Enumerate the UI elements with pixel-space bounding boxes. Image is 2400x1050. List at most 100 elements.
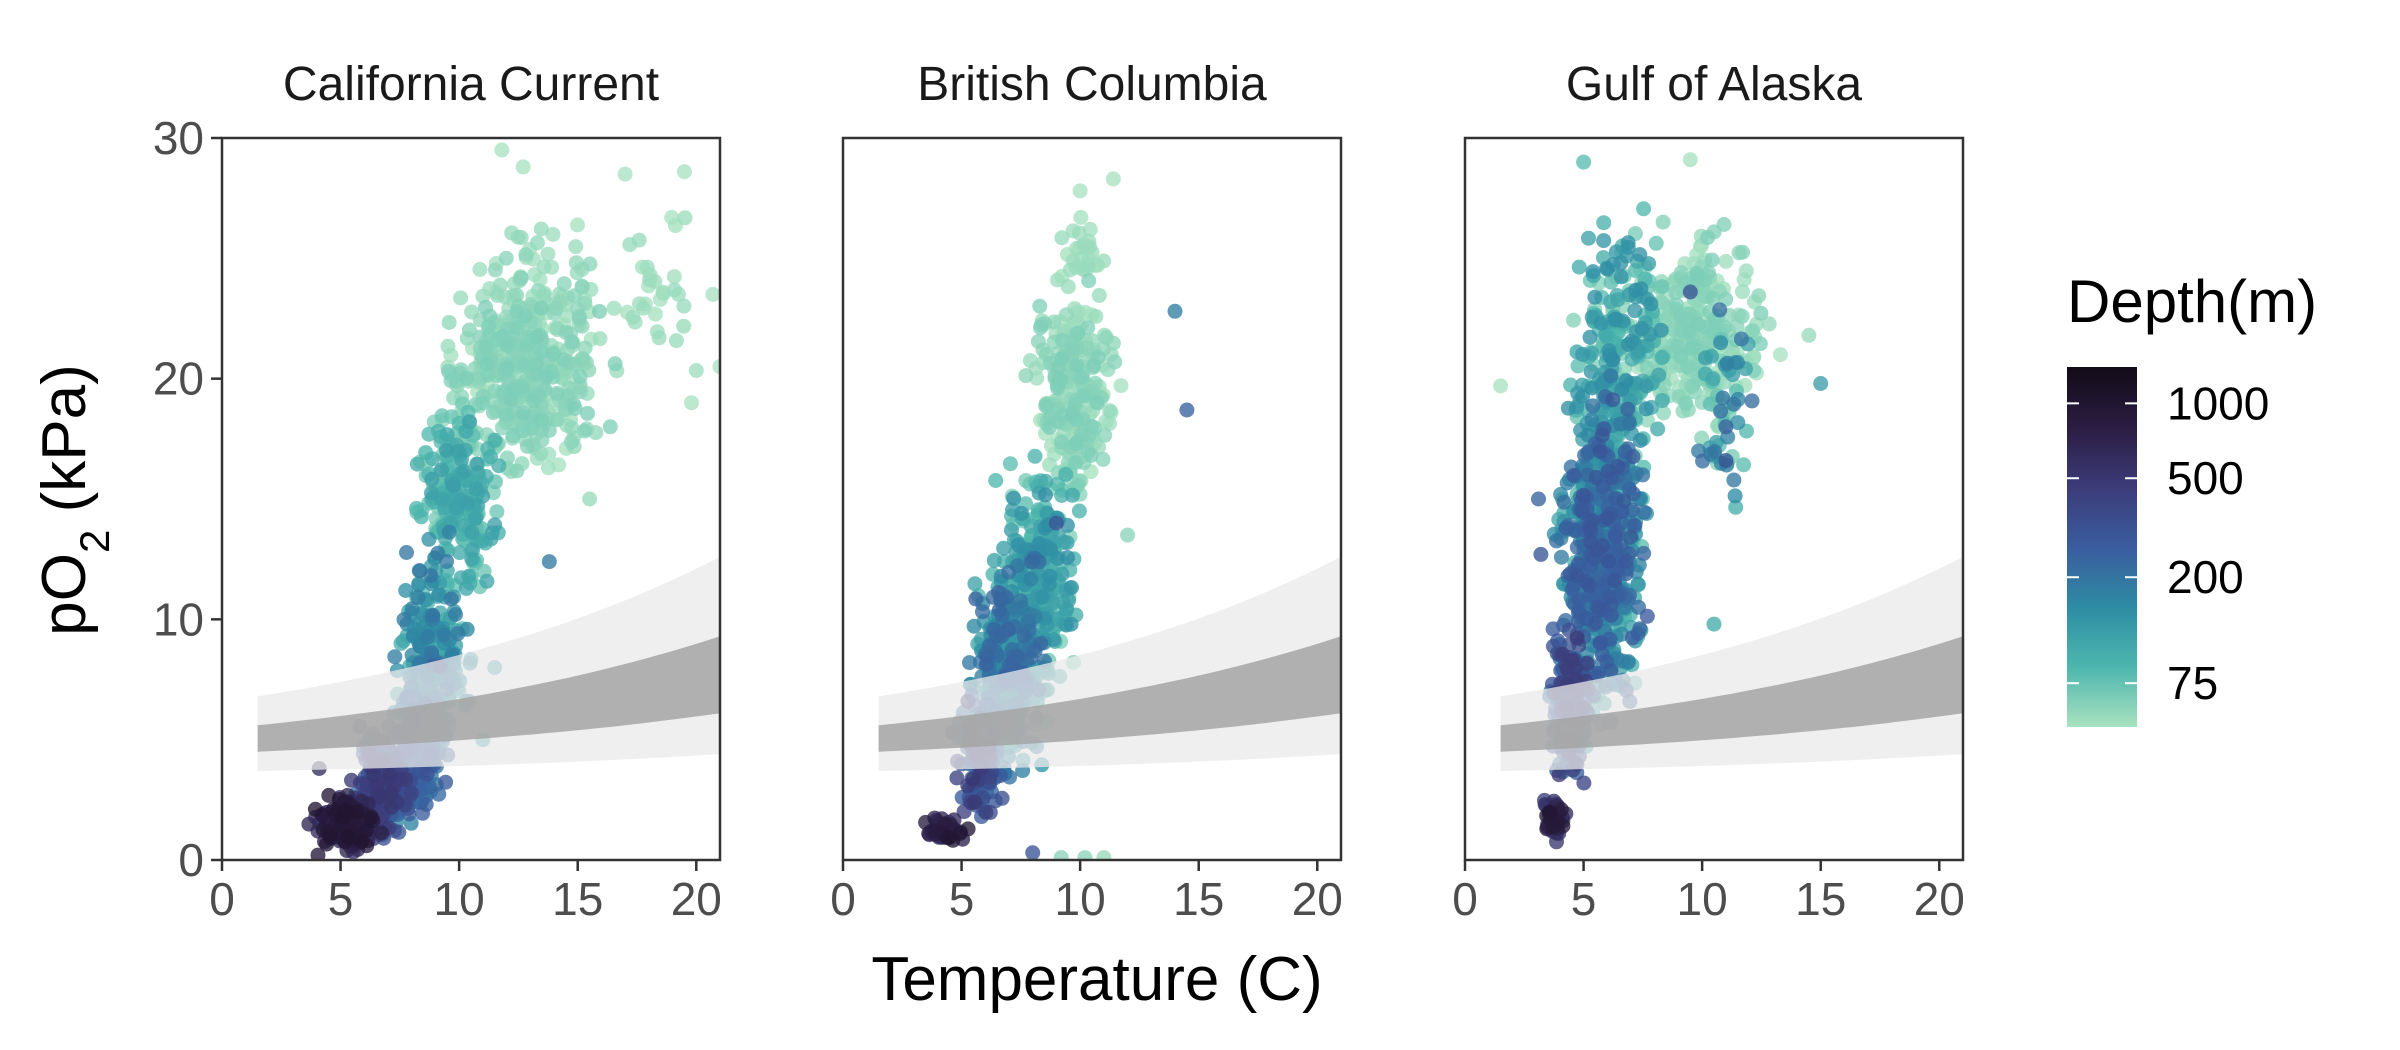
scatter-point [705,286,720,302]
y-tick-label: 20 [153,353,204,405]
scatter-point [1058,307,1074,323]
scatter-point [509,320,525,336]
scatter-point [1063,616,1079,632]
scatter-point [592,304,607,319]
scatter-point [1735,244,1750,260]
scatter-point [410,589,426,605]
scatter-point [307,801,323,817]
scatter-point [1179,402,1195,418]
scatter-point [479,573,495,589]
scatter-point [1713,403,1729,419]
scatter-point [1054,230,1070,246]
scatter-point [1605,392,1621,408]
scatter-point [1707,444,1723,459]
scatter-point [1042,419,1057,435]
scatter-point [1678,395,1694,411]
scatter-point [549,412,565,428]
threshold-bands [257,556,720,771]
scatter-point [568,239,584,255]
scatter-point [1627,303,1643,319]
scatter-point [996,540,1012,556]
scatter-point [1576,154,1592,170]
scatter-point [1556,494,1572,510]
scatter-point [404,601,420,617]
threshold-inner-band [878,636,1341,752]
scatter-point [452,545,468,561]
scatter-point [534,344,550,360]
scatter-point [1698,350,1713,366]
scatter-point [1752,336,1768,352]
scatter-point [1023,571,1039,587]
scatter-point [439,442,454,458]
scatter-point [453,290,469,306]
scatter-point [1624,630,1640,646]
scatter-point [1064,405,1080,421]
scatter-point [515,405,531,421]
x-tick-label: 0 [209,873,235,925]
scatter-point [1071,225,1087,241]
scatter-point [413,509,429,525]
scatter-point [666,269,682,285]
scatter-point [323,829,339,845]
scatter-point [1605,352,1621,368]
scatter-point [363,810,379,826]
scatter-point [450,626,466,642]
scatter-point [1059,535,1075,551]
scatter-point [1022,353,1038,369]
scatter-point [1030,334,1046,349]
scatter-point [918,814,934,830]
scatter-point [635,300,651,316]
scatter-point [981,638,997,654]
scatter-point [991,584,1007,600]
scatter-point [456,464,472,479]
scatter-point [467,361,483,377]
scatter-point [494,142,510,158]
scatter-point [438,774,454,790]
scatter-point [1585,264,1601,280]
scatter-point [461,568,477,584]
scatter-point [1585,398,1601,414]
scatter-point [340,829,356,845]
scatter-point [1668,297,1684,313]
scatter-point [425,607,440,623]
scatter-point [625,309,641,325]
scatter-point [1668,285,1684,301]
scatter-point [668,333,684,349]
scatter-point [1096,850,1112,860]
scatter-point [1027,448,1043,464]
scatter-point [1025,845,1041,860]
scatter-point [1712,302,1728,318]
scatter-point [499,361,515,377]
scatter-point [538,368,554,384]
scatter-point [1813,376,1829,391]
scatter-point [505,428,521,444]
scatter-point [577,423,592,439]
scatter-point [666,282,682,298]
scatter-point [1053,372,1069,388]
scatter-point [979,657,994,672]
scatter-point [1599,260,1615,276]
scatter-point [301,816,317,832]
x-tick-label: 0 [1452,873,1478,925]
scatter-point [676,318,692,334]
scatter-point [1061,592,1077,608]
scatter-point [1623,529,1639,545]
scatter-point [1575,346,1591,362]
scatter-point [1016,628,1032,644]
scatter-point [1032,298,1048,314]
scatter-point [1656,405,1671,421]
scatter-point [986,622,1002,637]
scatter-point [1048,515,1064,531]
scatter-point [1533,546,1549,562]
scatter-point [1582,329,1598,345]
scatter-point [1054,332,1070,348]
scatter-point [1682,284,1698,300]
x-tick-label: 10 [1677,873,1728,925]
scatter-point [712,359,720,375]
scatter-point [1603,663,1619,679]
scatter-point [517,308,533,324]
scatter-point [1596,215,1612,231]
scatter-point [1680,324,1696,340]
scatter-point [1071,503,1087,519]
